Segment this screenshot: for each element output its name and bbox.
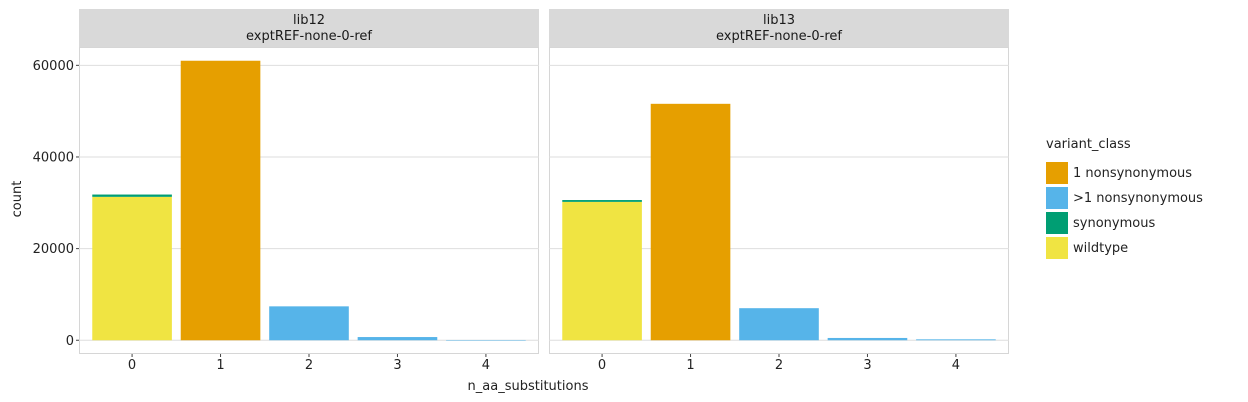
facet-strip-label: lib12 <box>293 13 325 28</box>
legend-swatch <box>1046 237 1068 259</box>
bar-segment: >1 nonsynonymous: 60 <box>446 339 526 341</box>
y-tick-label: 40000 <box>33 150 74 165</box>
x-tick-label: 4 <box>952 358 960 373</box>
bar-segment: >1 nonsynonymous: 7000 <box>739 308 819 341</box>
bar-segment: synonymous: 400 <box>562 200 642 202</box>
x-tick-label: 0 <box>598 358 606 373</box>
bar-segment: 1 nonsynonymous: 61000 <box>180 60 261 341</box>
x-tick-label: 3 <box>863 358 871 373</box>
legend-swatch <box>1046 162 1068 184</box>
x-tick-label: 4 <box>482 358 490 373</box>
panel-border <box>549 47 1009 354</box>
bar-segment: wildtype: 30200 <box>562 201 642 341</box>
x-tick-label: 3 <box>393 358 401 373</box>
bar-segment: wildtype: 31300 <box>92 196 172 341</box>
legend-label: >1 nonsynonymous <box>1073 191 1203 206</box>
panel-border <box>79 47 539 354</box>
bar-segment: >1 nonsynonymous: 7400 <box>269 306 349 341</box>
bar-segment: >1 nonsynonymous: 200 <box>916 339 996 341</box>
x-tick-label: 1 <box>216 358 224 373</box>
bar-segment: >1 nonsynonymous: 700 <box>357 337 438 341</box>
x-tick-label: 2 <box>305 358 313 373</box>
legend-swatch <box>1046 212 1068 234</box>
legend-title: variant_class <box>1046 137 1131 152</box>
legend-label: wildtype <box>1073 241 1128 256</box>
x-tick-label: 1 <box>686 358 694 373</box>
legend: variant_class 1 nonsynonymous >1 nonsynon… <box>1046 137 1203 259</box>
x-tick-label: 0 <box>128 358 136 373</box>
facet-strip <box>79 9 539 47</box>
facet-strip-sublabel: exptREF-none-0-ref <box>246 29 372 44</box>
y-tick-label: 20000 <box>33 242 74 257</box>
bar-segment: 1 nonsynonymous: 51600 <box>650 103 731 341</box>
facet-strip <box>549 9 1009 47</box>
bar-segment: >1 nonsynonymous: 500 <box>827 337 908 341</box>
x-axis-label: n_aa_substitutions <box>468 379 589 394</box>
facet-strip-sublabel: exptREF-none-0-ref <box>716 29 842 44</box>
x-tick-label: 2 <box>775 358 783 373</box>
y-axis-label: count <box>10 181 25 218</box>
legend-label: synonymous <box>1073 216 1155 231</box>
y-tick-label: 60000 <box>33 59 74 74</box>
legend-swatch <box>1046 187 1068 209</box>
y-tick-label: 0 <box>66 334 74 349</box>
legend-label: 1 nonsynonymous <box>1073 166 1192 181</box>
bar-segment: synonymous: 500 <box>92 194 172 197</box>
facet-strip-label: lib13 <box>763 13 795 28</box>
